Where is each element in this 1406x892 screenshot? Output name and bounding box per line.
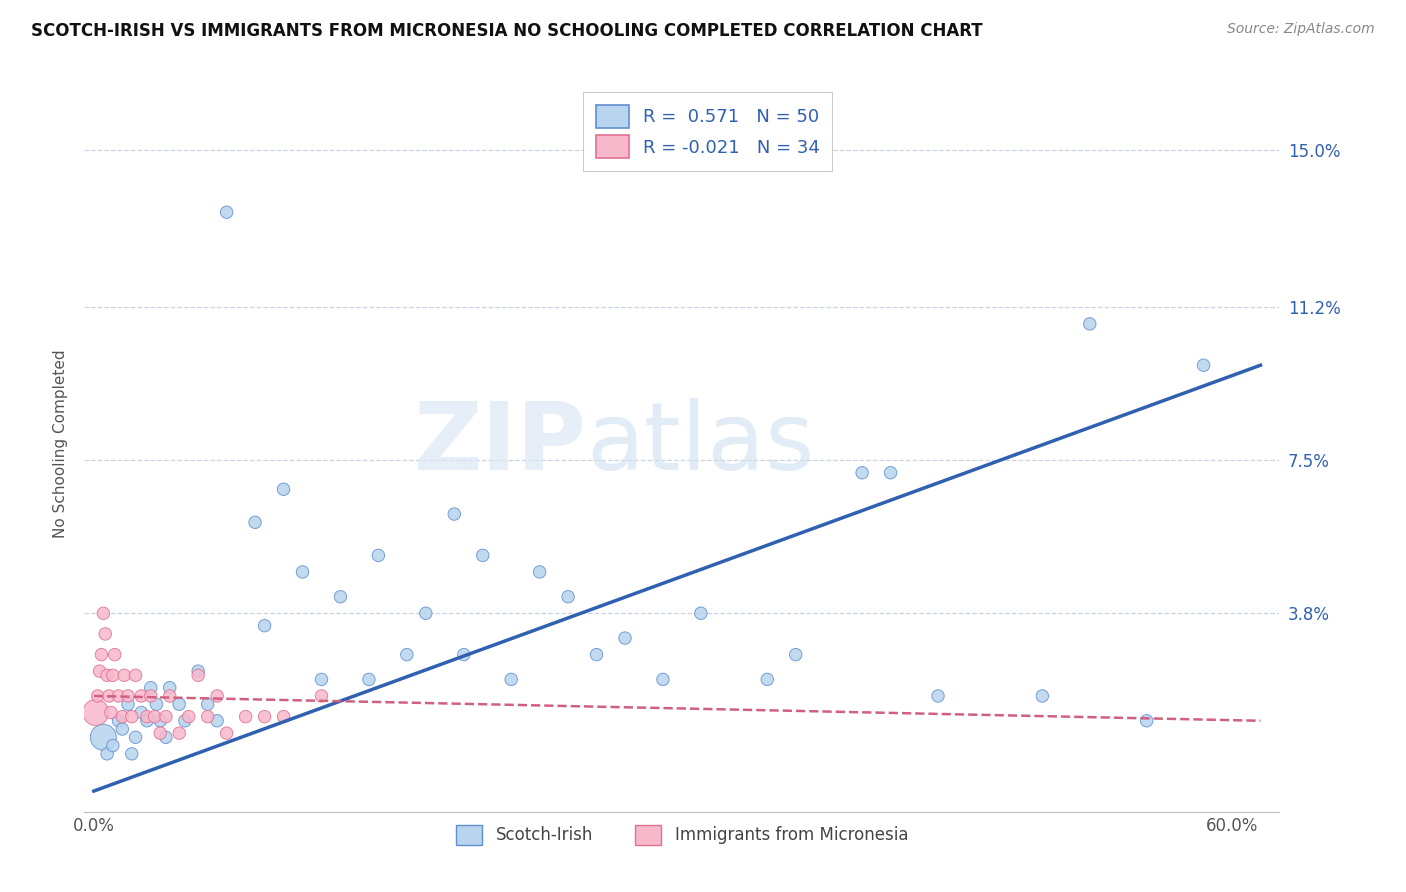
Point — [155, 709, 177, 723]
Point — [1031, 689, 1053, 703]
Point — [86, 689, 108, 703]
Point — [139, 689, 162, 703]
Point — [443, 507, 465, 521]
Point — [197, 697, 219, 711]
Point — [215, 726, 238, 740]
Point — [471, 549, 494, 563]
Point — [112, 668, 135, 682]
Point — [111, 709, 134, 723]
Point — [273, 709, 295, 723]
Point — [139, 681, 162, 695]
Point — [851, 466, 873, 480]
Point — [143, 709, 166, 723]
Point — [529, 565, 551, 579]
Point — [129, 689, 152, 703]
Y-axis label: No Schooling Completed: No Schooling Completed — [53, 350, 69, 538]
Point — [104, 648, 127, 662]
Point — [96, 668, 118, 682]
Text: ZIP: ZIP — [413, 398, 586, 490]
Point — [121, 747, 143, 761]
Point — [415, 607, 437, 621]
Point — [111, 722, 134, 736]
Point — [129, 706, 152, 720]
Legend: Scotch-Irish, Immigrants from Micronesia: Scotch-Irish, Immigrants from Micronesia — [449, 819, 915, 851]
Point — [1078, 317, 1101, 331]
Point — [927, 689, 949, 703]
Text: SCOTCH-IRISH VS IMMIGRANTS FROM MICRONESIA NO SCHOOLING COMPLETED CORRELATION CH: SCOTCH-IRISH VS IMMIGRANTS FROM MICRONES… — [31, 22, 983, 40]
Point — [149, 714, 172, 728]
Point — [235, 709, 257, 723]
Point — [159, 689, 181, 703]
Point — [177, 709, 200, 723]
Point — [90, 648, 112, 662]
Point — [501, 673, 523, 687]
Point — [614, 631, 637, 645]
Point — [167, 726, 190, 740]
Point — [187, 668, 209, 682]
Point — [785, 648, 807, 662]
Point — [107, 689, 129, 703]
Point — [253, 618, 276, 632]
Point — [101, 739, 124, 753]
Point — [89, 664, 111, 678]
Point — [149, 726, 172, 740]
Point — [215, 205, 238, 219]
Point — [124, 668, 146, 682]
Point — [652, 673, 675, 687]
Point — [155, 731, 177, 745]
Point — [96, 747, 118, 761]
Point — [197, 709, 219, 723]
Point — [1192, 358, 1215, 372]
Point — [395, 648, 418, 662]
Point — [879, 466, 901, 480]
Point — [94, 627, 117, 641]
Point — [117, 697, 139, 711]
Text: Source: ZipAtlas.com: Source: ZipAtlas.com — [1227, 22, 1375, 37]
Point — [273, 482, 295, 496]
Point — [1136, 714, 1159, 728]
Point — [101, 668, 124, 682]
Point — [367, 549, 389, 563]
Point — [187, 664, 209, 678]
Point — [136, 714, 159, 728]
Point — [205, 689, 228, 703]
Point — [689, 607, 711, 621]
Point — [136, 709, 159, 723]
Point — [121, 709, 143, 723]
Point — [329, 590, 352, 604]
Point — [124, 731, 146, 745]
Point — [107, 714, 129, 728]
Point — [159, 681, 181, 695]
Point — [98, 689, 121, 703]
Point — [311, 689, 333, 703]
Text: atlas: atlas — [586, 398, 814, 490]
Point — [145, 697, 167, 711]
Point — [100, 706, 122, 720]
Point — [117, 689, 139, 703]
Point — [453, 648, 475, 662]
Point — [253, 709, 276, 723]
Point — [557, 590, 579, 604]
Point — [756, 673, 779, 687]
Point — [91, 731, 114, 745]
Point — [357, 673, 380, 687]
Point — [167, 697, 190, 711]
Point — [243, 516, 266, 530]
Point — [174, 714, 197, 728]
Point — [91, 607, 114, 621]
Point — [84, 706, 107, 720]
Point — [585, 648, 607, 662]
Point — [291, 565, 314, 579]
Point — [311, 673, 333, 687]
Point — [205, 714, 228, 728]
